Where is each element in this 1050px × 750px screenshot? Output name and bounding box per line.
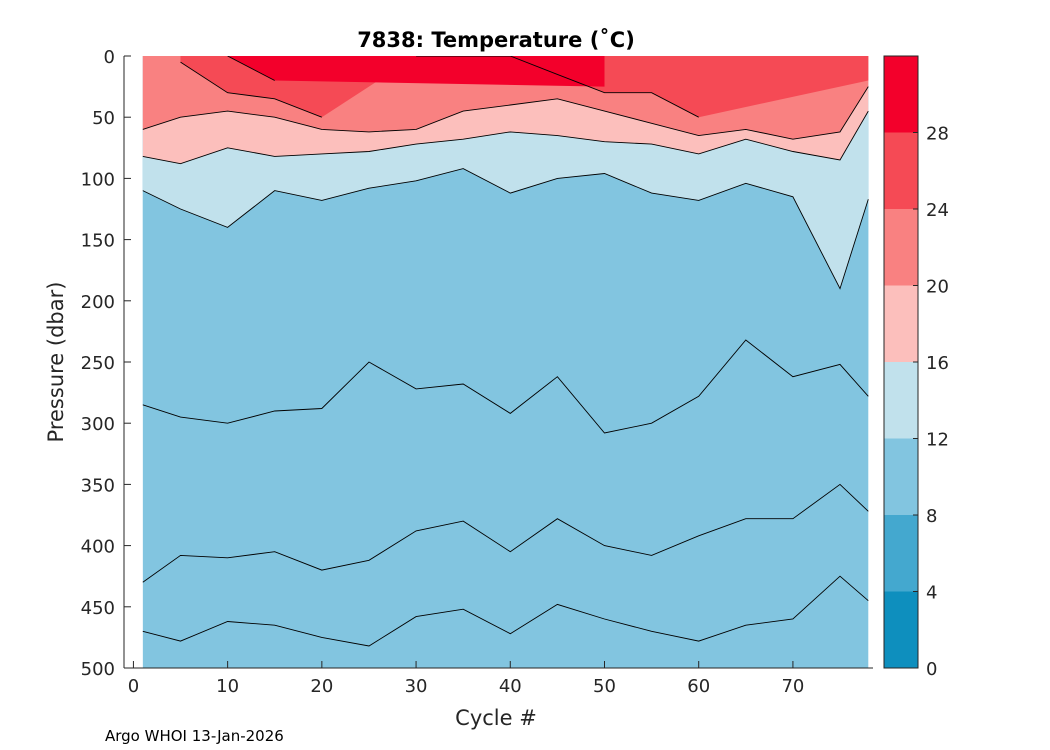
- colorbar-segment: [884, 132, 918, 209]
- isotherm-28: [227, 56, 275, 81]
- y-tick-label: 150: [81, 231, 115, 252]
- band-28-32: [227, 56, 605, 87]
- contour-plot-area: [142, 56, 869, 668]
- chart-title: 7838: Temperature (˚C): [357, 28, 635, 52]
- x-axis-label: Cycle #: [455, 706, 537, 730]
- y-tick-label: 250: [81, 353, 115, 374]
- colorbar-tick-label: 12: [926, 430, 949, 451]
- colorbar-frame: [883, 55, 919, 669]
- colorbar-segment: [884, 362, 918, 439]
- isotherm-16: [142, 110, 869, 165]
- colorbar-segment: [884, 209, 918, 286]
- isotherm-8: [142, 339, 869, 434]
- colorbar-tick-label: 16: [926, 353, 949, 374]
- y-tick-label: 400: [81, 537, 115, 558]
- isotherm-24: [180, 61, 322, 118]
- y-tick-label: 50: [92, 108, 115, 129]
- x-tick-label: 60: [687, 676, 710, 697]
- colorbar-segment: [884, 285, 918, 362]
- y-tick-label: 450: [81, 598, 115, 619]
- x-tick-label: 10: [216, 676, 239, 697]
- colorbar-tick-label: 8: [926, 506, 937, 527]
- x-ticks: 0 10 20 30 40 50 60 70: [128, 661, 804, 697]
- isotherm-lines: [142, 56, 869, 647]
- colorbar-tick-label: 4: [926, 583, 937, 604]
- colorbar-segment: [884, 515, 918, 592]
- colorbar: 0 4 8 12 16 20 24 28: [884, 56, 949, 680]
- y-tick-label: 350: [81, 475, 115, 496]
- colorbar-segment: [884, 591, 918, 668]
- isotherm-4: [142, 483, 869, 583]
- x-tick-label: 30: [405, 676, 428, 697]
- x-tick-label: 0: [128, 676, 139, 697]
- y-tick-label: 500: [81, 659, 115, 680]
- isotherm-20: [142, 86, 869, 140]
- isotherm-24: [416, 56, 699, 118]
- x-tick-label: 40: [499, 676, 522, 697]
- footer-note: Argo WHOI 13-Jan-2026: [105, 727, 284, 745]
- x-tick-label: 20: [310, 676, 333, 697]
- colorbar-tick-label: 20: [926, 277, 949, 298]
- colorbar-tick-label: 28: [926, 124, 949, 145]
- colorbar-tick-label: 0: [926, 659, 937, 680]
- isotherm-12: [142, 168, 869, 290]
- y-tick-label: 300: [81, 414, 115, 435]
- y-ticks: 0 50 100 150 200 250 300 350 400 450 500: [81, 47, 131, 680]
- y-tick-label: 100: [81, 169, 115, 190]
- y-tick-label: 200: [81, 292, 115, 313]
- colorbar-segment: [884, 438, 918, 515]
- y-tick-label: 0: [104, 47, 115, 68]
- isotherm-2: [142, 575, 869, 647]
- colorbar-tick-label: 24: [926, 200, 949, 221]
- x-tick-label: 50: [593, 676, 616, 697]
- y-axis-label: Pressure (dbar): [44, 282, 68, 443]
- colorbar-segment: [884, 56, 918, 133]
- x-tick-label: 70: [781, 676, 804, 697]
